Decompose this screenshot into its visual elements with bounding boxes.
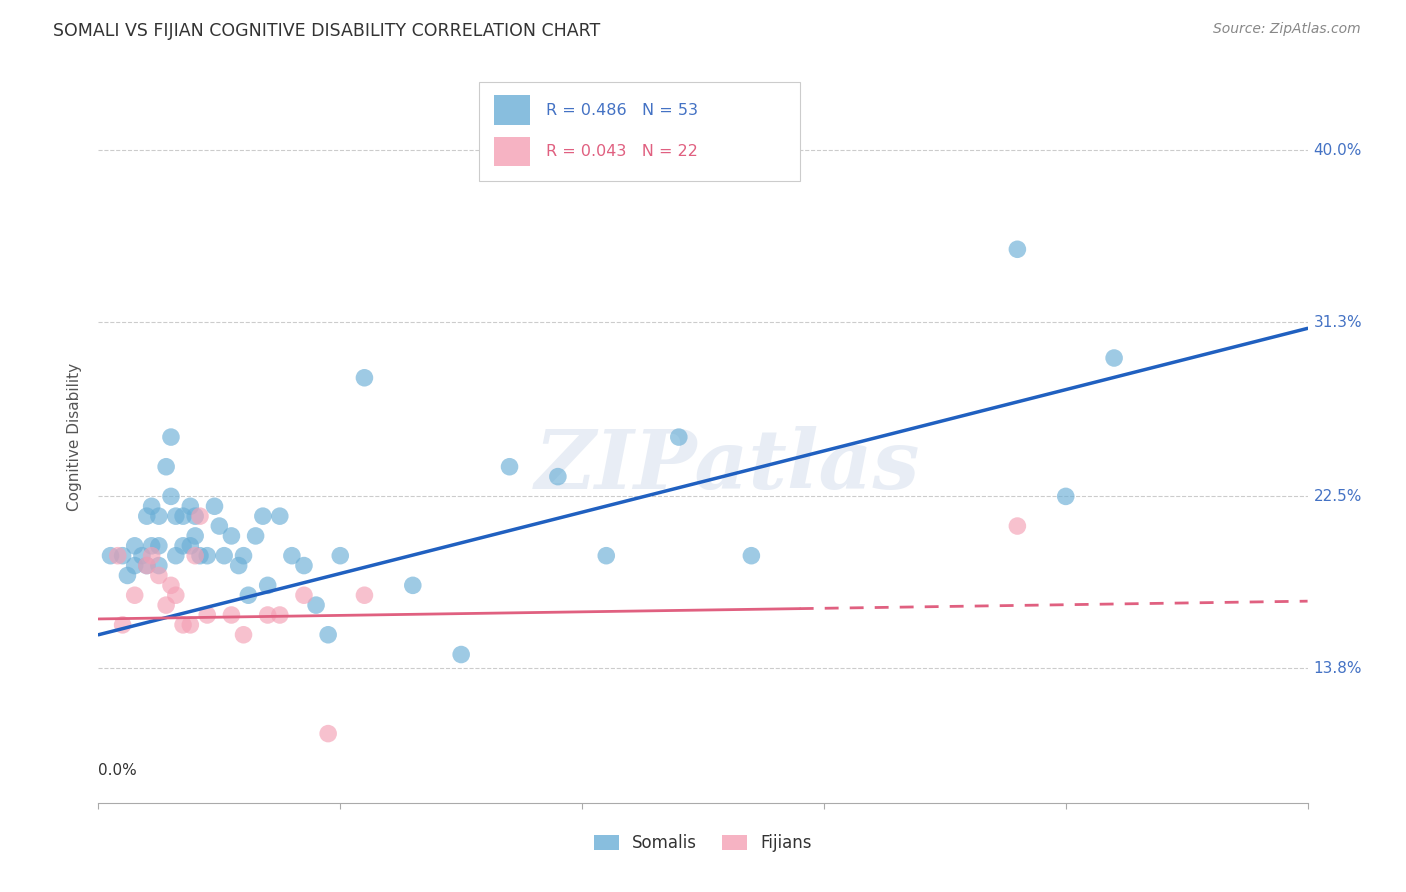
Point [228,558,250,573]
Point [269,509,291,524]
Point [316,726,339,740]
Point [188,549,211,563]
Point [165,588,187,602]
Text: ZIPatlas: ZIPatlas [534,426,920,507]
Point [160,489,183,503]
Point [232,628,254,642]
Point [111,618,134,632]
Point [195,607,218,622]
Point [141,500,163,514]
Point [141,539,163,553]
Point [245,529,267,543]
Point [165,549,187,563]
Point [100,549,122,563]
Point [148,558,170,573]
Text: SOMALI VS FIJIAN COGNITIVE DISABILITY CORRELATION CHART: SOMALI VS FIJIAN COGNITIVE DISABILITY CO… [53,22,600,40]
Point [179,500,201,514]
Point [188,509,211,524]
Point [165,509,187,524]
Point [252,509,274,524]
Point [141,549,163,563]
Point [1102,351,1125,365]
Point [124,558,146,573]
Text: 0.0%: 0.0% [98,763,138,778]
Point [740,549,762,563]
Point [238,588,260,602]
Point [172,509,194,524]
Text: R = 0.486   N = 53: R = 0.486 N = 53 [546,103,697,118]
Point [135,558,157,573]
Text: Source: ZipAtlas.com: Source: ZipAtlas.com [1213,22,1361,37]
Point [547,469,569,483]
Point [107,549,129,563]
FancyBboxPatch shape [479,82,800,181]
Point [111,549,134,563]
Text: 13.8%: 13.8% [1313,661,1362,676]
FancyBboxPatch shape [494,137,530,167]
Point [131,549,153,563]
Point [402,578,425,592]
Point [179,539,201,553]
Point [316,628,339,642]
Point [353,371,375,385]
Point [1007,519,1029,533]
Point [135,509,157,524]
Point [1007,242,1029,256]
Point [232,549,254,563]
Point [305,598,328,612]
Point [184,549,207,563]
Point [450,648,472,662]
Point [498,459,520,474]
Point [160,430,183,444]
Point [595,549,617,563]
Point [135,558,157,573]
Text: 22.5%: 22.5% [1313,489,1362,504]
Point [184,509,207,524]
Point [204,500,226,514]
Point [212,549,235,563]
FancyBboxPatch shape [494,95,530,125]
Point [256,578,278,592]
Point [292,558,315,573]
Point [172,539,194,553]
Point [179,618,201,632]
Point [155,459,177,474]
Point [172,618,194,632]
Point [292,588,315,602]
Point [1054,489,1077,503]
Point [281,549,304,563]
Point [148,509,170,524]
Point [117,568,139,582]
Text: R = 0.043   N = 22: R = 0.043 N = 22 [546,145,697,160]
Point [668,430,690,444]
Point [195,549,218,563]
Point [329,549,352,563]
Y-axis label: Cognitive Disability: Cognitive Disability [67,363,83,511]
Point [269,607,291,622]
Point [155,598,177,612]
Point [148,568,170,582]
Point [184,529,207,543]
Point [208,519,231,533]
Text: 40.0%: 40.0% [1313,143,1362,158]
Point [353,588,375,602]
Text: 31.3%: 31.3% [1313,315,1362,330]
Point [221,529,243,543]
Point [124,539,146,553]
Point [221,607,243,622]
Point [148,539,170,553]
Point [160,578,183,592]
Legend: Somalis, Fijians: Somalis, Fijians [585,826,821,860]
Point [256,607,278,622]
Point [124,588,146,602]
